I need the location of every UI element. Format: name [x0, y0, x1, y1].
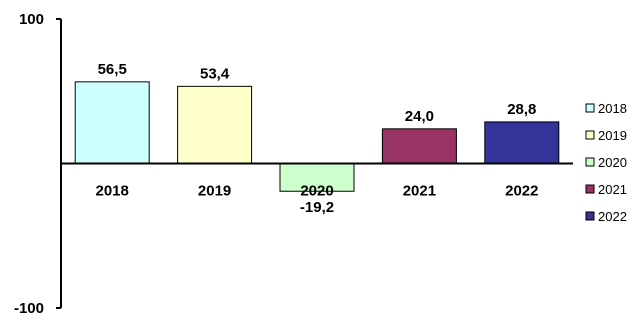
chart-bars — [74, 81, 560, 192]
x-tick-label: 2020 — [300, 183, 333, 200]
bar — [484, 121, 560, 165]
x-tick-label: 2018 — [96, 183, 129, 200]
bar — [74, 81, 150, 164]
x-tick-label: 2022 — [505, 183, 538, 200]
legend-swatch — [585, 184, 595, 194]
legend-entry-label: 2018 — [598, 101, 627, 116]
data-label: 53,4 — [200, 65, 230, 82]
legend-entry-label: 2021 — [598, 182, 627, 197]
data-label: -19,2 — [300, 199, 334, 216]
legend-entry-label: 2022 — [598, 209, 627, 224]
legend-swatch — [585, 211, 595, 221]
y-tick-label: 100 — [19, 11, 44, 28]
data-label: 56,5 — [98, 61, 127, 78]
legend-swatch — [585, 157, 595, 167]
legend-swatch — [585, 130, 595, 140]
chart-axes: 100 -100 — [14, 11, 62, 317]
legend-swatch — [585, 103, 595, 113]
bar — [381, 128, 457, 165]
legend-entry-label: 2020 — [598, 155, 627, 170]
data-label: 24,0 — [405, 108, 434, 125]
chart-legend: 2018 2019 2020 2021 2022 — [585, 101, 627, 224]
legend-entry-label: 2019 — [598, 128, 627, 143]
x-tick-label: 2021 — [403, 183, 436, 200]
data-label: 28,8 — [507, 101, 536, 118]
bar — [177, 85, 253, 164]
x-tick-label: 2019 — [198, 183, 231, 200]
bar — [279, 163, 355, 192]
y-tick-label: -100 — [14, 300, 44, 317]
